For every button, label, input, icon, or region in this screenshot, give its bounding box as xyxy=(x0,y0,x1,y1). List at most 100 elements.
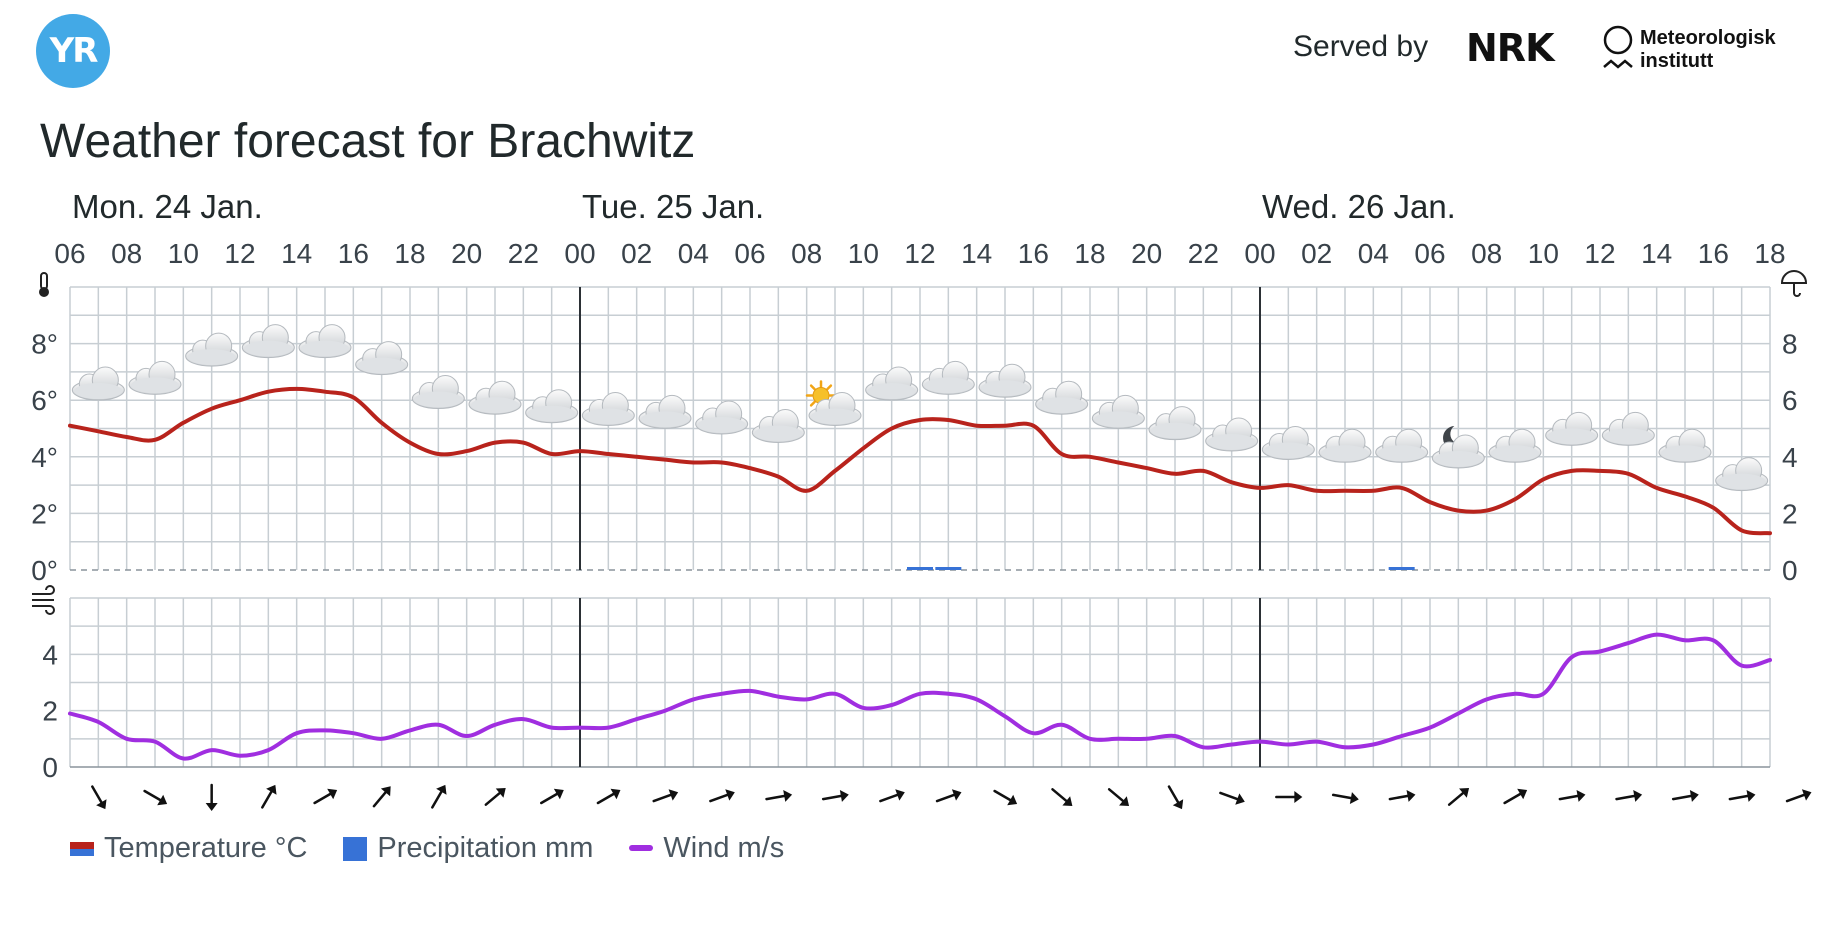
hour-label: 20 xyxy=(451,238,482,269)
weather-symbol-cloudy-icon[interactable] xyxy=(1375,428,1429,463)
hour-label: 16 xyxy=(338,238,369,269)
wind-arrow-icon xyxy=(1558,790,1586,802)
met-institute-logo-icon[interactable] xyxy=(1588,24,1648,80)
weather-symbol-cloudy-icon[interactable] xyxy=(1488,428,1542,463)
legend-temperature[interactable]: Temperature °C xyxy=(70,832,307,865)
legend-wind[interactable]: Wind m/s xyxy=(629,832,784,865)
hour-label: 16 xyxy=(1698,238,1729,269)
hour-label: 22 xyxy=(508,238,539,269)
yr-logo[interactable]: YR xyxy=(36,14,110,88)
hour-label: 14 xyxy=(1641,238,1672,269)
weather-symbol-cloudy-icon[interactable] xyxy=(525,389,579,424)
wind-direction-arrows xyxy=(91,783,1812,811)
hour-label: 08 xyxy=(1471,238,1502,269)
legend-precipitation-label: Precipitation mm xyxy=(377,832,594,864)
hour-label: 18 xyxy=(1074,238,1105,269)
nrk-logo[interactable]: NRK xyxy=(1466,26,1555,70)
wind-arrow-icon xyxy=(879,789,905,803)
wind-arrow-icon xyxy=(935,789,962,803)
y-axis-labels: 0° 2° 4° 6° 8° 0 2 4 6 8 0 2 4 xyxy=(31,329,1797,783)
weather-symbol-cloudy-icon[interactable] xyxy=(1601,411,1655,446)
hour-label: 10 xyxy=(168,238,199,269)
weather-symbol-cloudy-icon[interactable] xyxy=(468,380,522,415)
wind-arrow-icon xyxy=(765,790,793,802)
wind-arrow-icon xyxy=(1107,788,1130,806)
hour-label: 08 xyxy=(791,238,822,269)
wind-arrow-icon xyxy=(1388,790,1416,802)
weather-symbol-cloudy-icon[interactable] xyxy=(128,360,182,395)
precipitation-bars xyxy=(907,567,1415,570)
weather-symbol-cloudy-icon[interactable] xyxy=(355,341,409,376)
hour-label: 18 xyxy=(1754,238,1785,269)
weather-symbol-cloudy-icon[interactable] xyxy=(751,409,805,443)
hour-label: 04 xyxy=(1358,238,1389,269)
hour-label: 16 xyxy=(1018,238,1049,269)
wind-tick-label: 2 xyxy=(42,696,58,727)
legend-wind-label: Wind m/s xyxy=(663,832,785,864)
wind-arrow-icon xyxy=(1275,791,1303,803)
precipitation-tick-label: 4 xyxy=(1782,442,1798,473)
wind-arrow-icon xyxy=(372,786,391,808)
day-label: Wed. 26 Jan. xyxy=(1262,188,1456,225)
legend-precipitation[interactable]: Precipitation mm xyxy=(343,832,593,865)
hour-label: 00 xyxy=(564,238,595,269)
wind-arrow-icon xyxy=(596,788,621,805)
chart-legend: Temperature °C Precipitation mm Wind m/s xyxy=(70,832,820,865)
weather-symbol-cloudy-icon[interactable] xyxy=(298,324,352,359)
weather-symbol-cloudy-icon[interactable] xyxy=(1205,417,1259,452)
wind-swatch-icon xyxy=(629,844,654,851)
wind-arrow-icon xyxy=(993,789,1018,806)
met-institute-logo-text[interactable]: Meteorologisk institutt xyxy=(1640,27,1776,73)
precipitation-bar xyxy=(907,567,933,570)
precipitation-swatch-icon xyxy=(343,836,368,861)
wind-arrow-icon xyxy=(1785,789,1812,803)
day-labels: Mon. 24 Jan. Tue. 25 Jan. Wed. 26 Jan. xyxy=(72,188,1456,225)
weather-symbol-cloudy-icon[interactable] xyxy=(1715,457,1769,492)
weather-symbols xyxy=(71,324,1769,492)
temperature-swatch-icon xyxy=(70,841,94,856)
wind-arrow-icon xyxy=(1051,788,1073,806)
wind-arrow-icon xyxy=(1728,790,1756,802)
hour-label: 08 xyxy=(111,238,142,269)
wind-arrow-icon xyxy=(313,788,338,805)
weather-symbol-cloudy-icon[interactable] xyxy=(185,332,239,367)
precipitation-bar xyxy=(935,567,962,570)
hour-label: 12 xyxy=(224,238,255,269)
weather-symbol-cloudy-icon[interactable] xyxy=(1035,380,1089,415)
weather-symbol-cloudy-icon[interactable] xyxy=(1545,411,1599,446)
yr-logo-text: YR xyxy=(49,31,99,71)
wind-icon xyxy=(32,585,55,615)
weather-symbol-partly-cloudy-night-icon[interactable] xyxy=(1431,425,1485,469)
weather-symbol-cloudy-icon[interactable] xyxy=(978,363,1032,398)
wind-arrow-icon xyxy=(261,784,277,809)
thermometer-icon xyxy=(39,272,49,297)
forecast-chart: Mon. 24 Jan. Tue. 25 Jan. Wed. 26 Jan. 06 0… xyxy=(31,188,1812,811)
weather-symbol-partly-cloudy-day-icon[interactable] xyxy=(805,380,862,427)
temperature-tick-label: 8° xyxy=(31,329,58,360)
page-title: Weather forecast for Brachwitz xyxy=(40,115,696,168)
umbrella-icon xyxy=(1780,270,1808,297)
temperature-line xyxy=(68,386,1772,536)
hour-label: 10 xyxy=(848,238,879,269)
hour-label: 20 xyxy=(1131,238,1162,269)
wind-arrow-icon xyxy=(91,785,107,810)
weather-symbol-cloudy-icon[interactable] xyxy=(921,360,975,395)
wind-arrow-icon xyxy=(540,788,564,805)
weather-symbol-cloudy-icon[interactable] xyxy=(241,324,295,359)
weather-symbol-cloudy-icon[interactable] xyxy=(1318,428,1372,463)
legend-temperature-label: Temperature °C xyxy=(104,832,308,864)
weather-symbol-cloudy-icon[interactable] xyxy=(1148,406,1202,441)
weather-symbol-cloudy-icon[interactable] xyxy=(411,375,465,410)
hour-label: 14 xyxy=(961,238,992,269)
weather-symbol-cloudy-icon[interactable] xyxy=(1261,425,1315,460)
wind-arrow-icon xyxy=(1671,790,1699,802)
wind-arrow-icon xyxy=(431,784,447,809)
met-logo-line2: institutt xyxy=(1640,50,1714,72)
precipitation-tick-label: 2 xyxy=(1782,498,1798,529)
hour-label: 12 xyxy=(904,238,935,269)
weather-symbol-cloudy-icon[interactable] xyxy=(581,392,635,427)
served-by-label: Served by xyxy=(1293,30,1429,63)
weather-symbol-cloudy-icon[interactable] xyxy=(1658,428,1712,463)
weather-symbol-cloudy-icon[interactable] xyxy=(695,400,749,435)
chart-grid xyxy=(69,286,1771,768)
